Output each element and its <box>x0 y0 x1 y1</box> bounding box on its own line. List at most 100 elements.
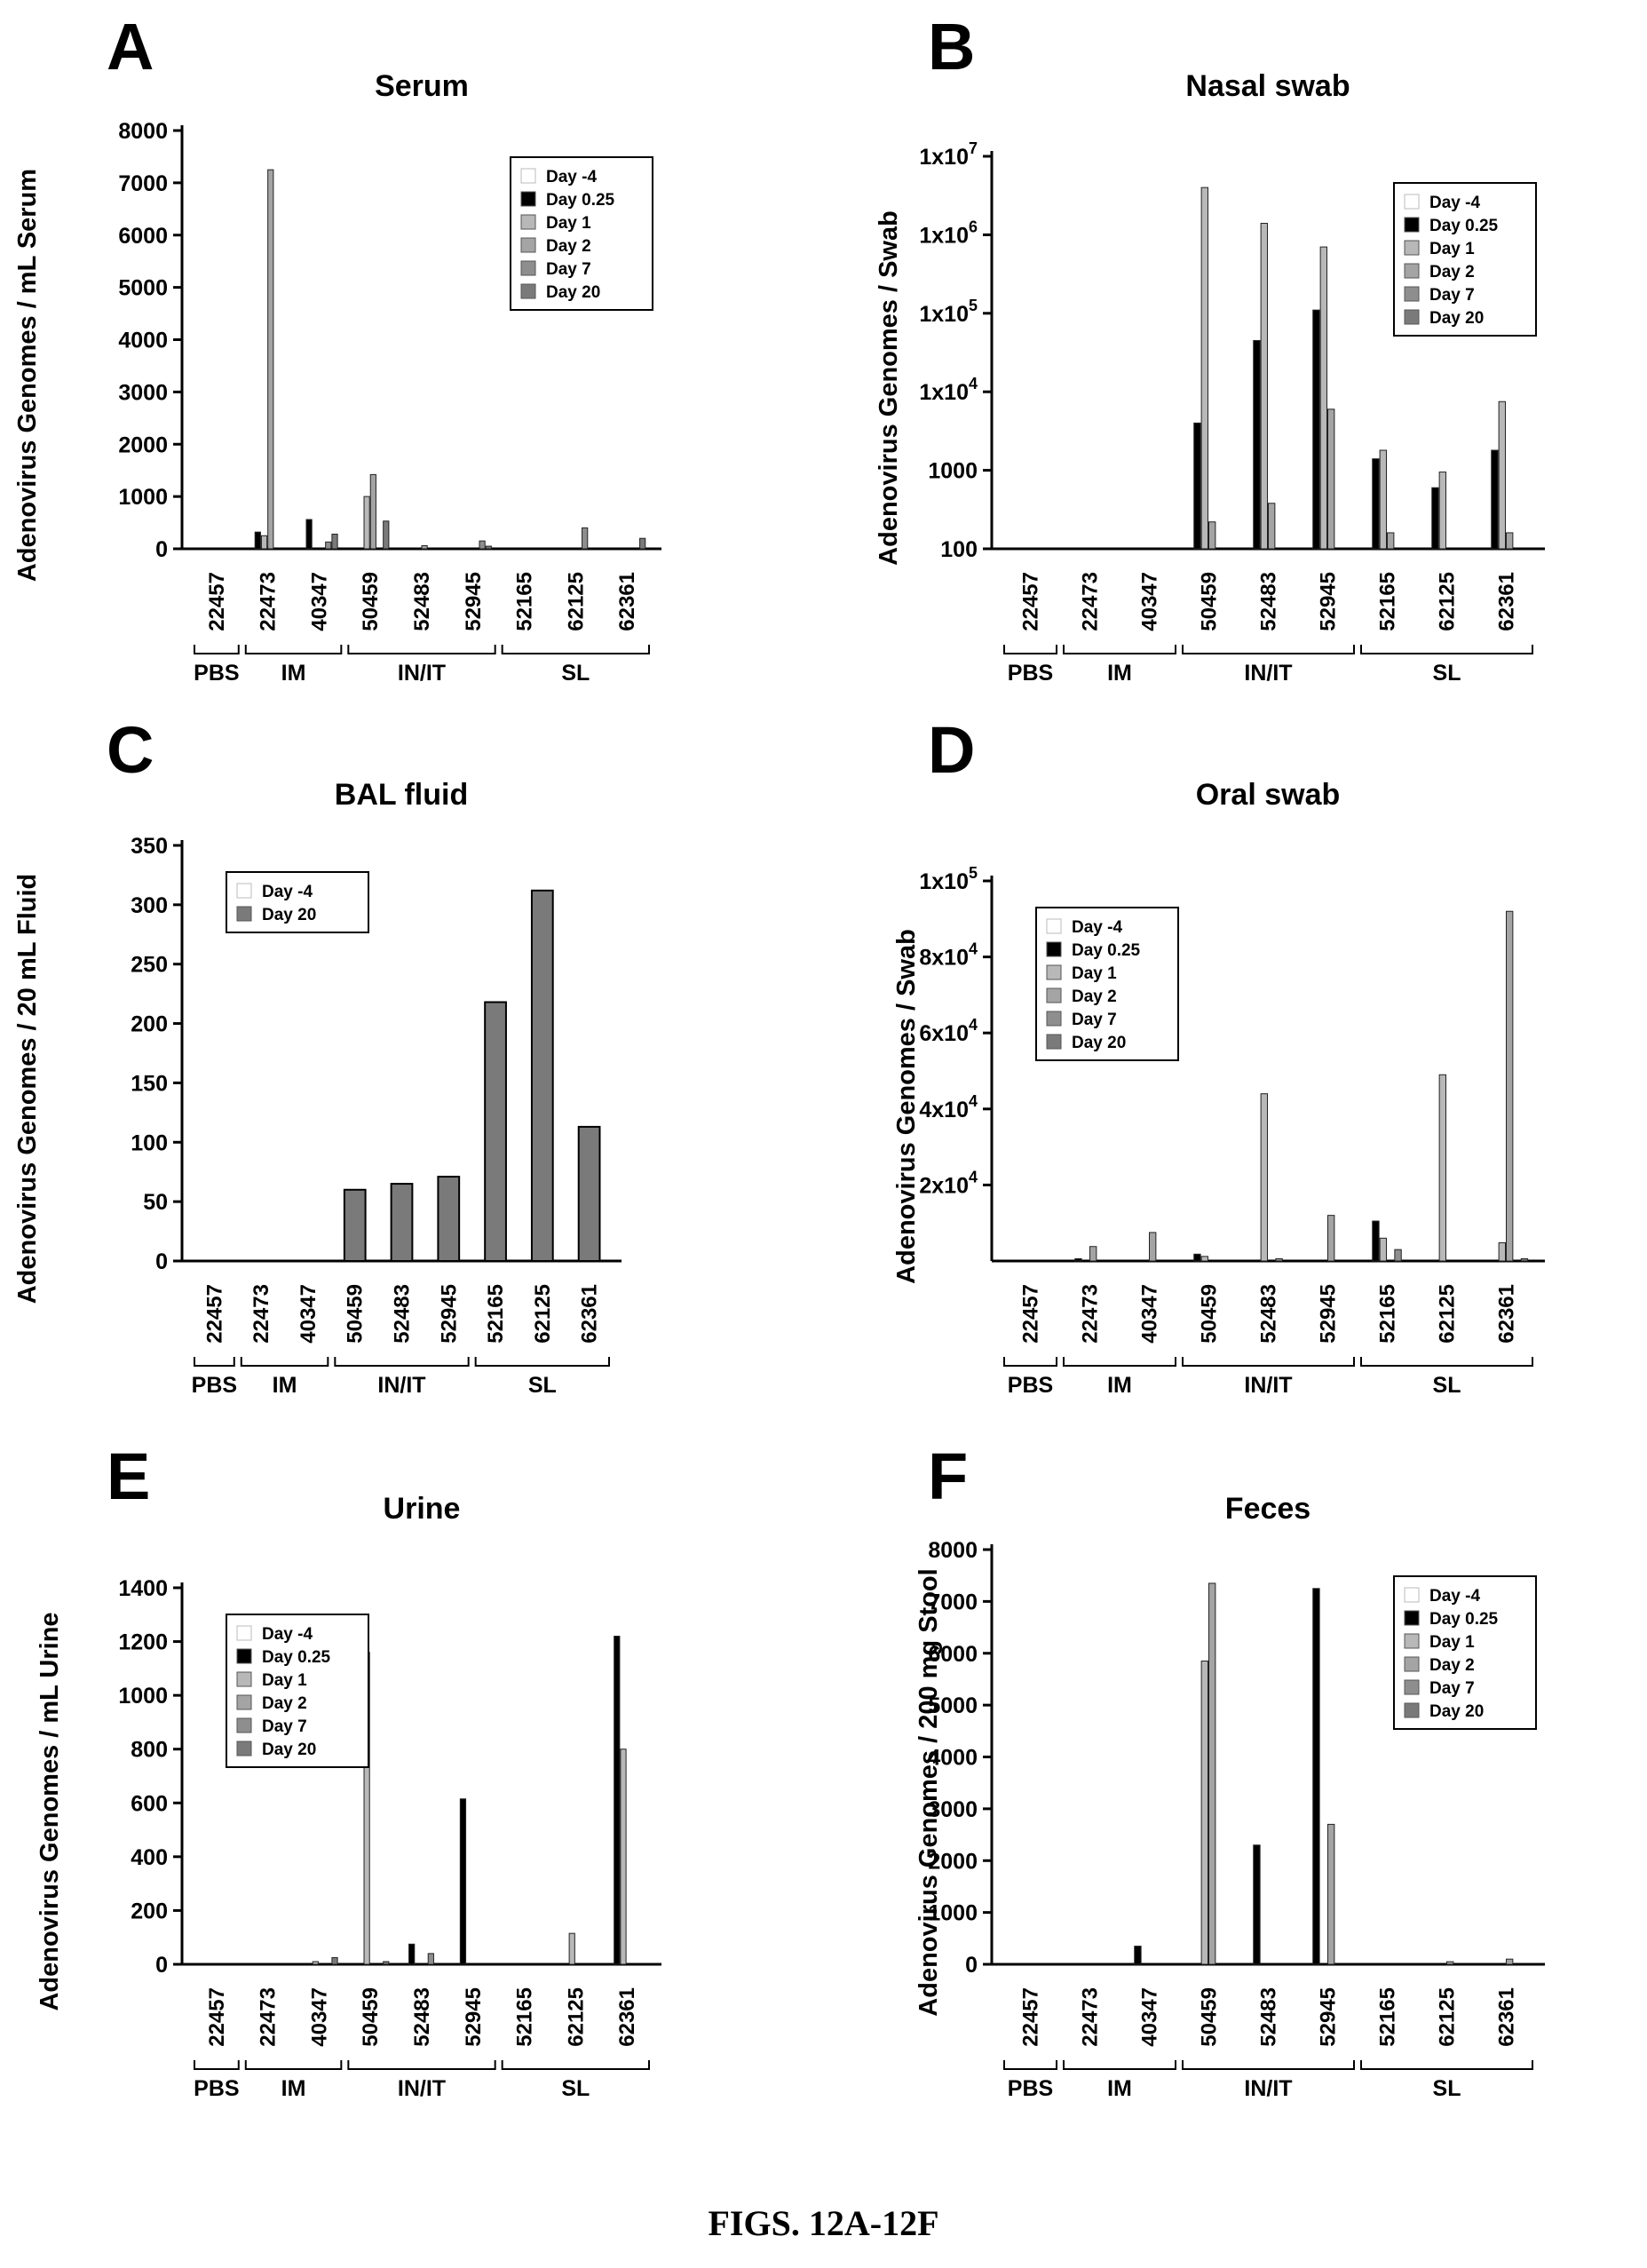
legend-label: Day 20 <box>1429 1702 1484 1721</box>
bar <box>1253 1844 1261 1965</box>
y-tick-label: 4000 <box>928 1746 978 1771</box>
legend-swatch <box>1404 1702 1420 1718</box>
x-tick-label: 62361 <box>1495 572 1519 631</box>
panel-letter: D <box>928 713 975 787</box>
legend-label: Day 20 <box>1072 1034 1126 1052</box>
y-tick-label: 1000 <box>118 1684 168 1709</box>
bar <box>383 520 390 550</box>
legend-swatch <box>520 237 536 253</box>
y-tick-label: 5000 <box>928 1693 978 1718</box>
bar <box>1506 1958 1514 1965</box>
group-label: IM <box>281 2076 306 2101</box>
x-tick-label: 62361 <box>578 1284 602 1344</box>
x-tick-label: 52483 <box>410 572 434 631</box>
x-tick-label: 52483 <box>1257 572 1281 631</box>
x-tick-label: 62125 <box>1436 572 1460 631</box>
x-tick-label: 62361 <box>615 572 639 631</box>
group-label: IM <box>1107 2076 1132 2101</box>
x-tick-label: 40347 <box>1138 1987 1162 2047</box>
legend-label: Day 1 <box>1429 240 1475 258</box>
legend-label: Day -4 <box>262 1625 313 1644</box>
group-label: SL <box>1433 1373 1461 1398</box>
legend-label: Day 20 <box>262 1741 316 1759</box>
chart-title: Serum <box>375 69 469 103</box>
legend-label: Day 1 <box>262 1671 307 1690</box>
y-tick-label: 50 <box>143 1190 168 1215</box>
group-bracket <box>347 2060 496 2070</box>
x-tick-label: 62125 <box>531 1284 555 1344</box>
legend-label: Day 7 <box>1429 1679 1475 1698</box>
x-tick-label: 22473 <box>249 1284 273 1344</box>
group-label: SL <box>561 661 590 686</box>
x-tick-label: 52945 <box>462 572 486 631</box>
legend-label: Day 0.25 <box>1429 1610 1499 1629</box>
y-tick-label: 150 <box>131 1071 168 1096</box>
y-tick-label-base: 1x10 <box>919 380 969 405</box>
legend: Day -4 Day 0.25 Day 1 Day 2 Day 7 Day 20 <box>510 156 653 311</box>
bar <box>1134 1946 1142 1965</box>
x-tick-label: 50459 <box>1198 1987 1222 2047</box>
group-label: IM <box>281 661 306 686</box>
y-tick-label-exponent: 4 <box>969 940 978 958</box>
x-tick-label: 52945 <box>462 1987 486 2047</box>
y-tick-label: 0 <box>155 537 168 562</box>
y-tick-label: 600 <box>131 1791 168 1816</box>
chart-title: BAL fluid <box>335 778 468 812</box>
legend-label: Day 2 <box>1429 1656 1475 1675</box>
group-bracket <box>1063 2060 1176 2070</box>
x-tick-label: 62125 <box>564 572 588 631</box>
bar <box>369 473 376 550</box>
bar <box>437 1176 461 1263</box>
panel-letter: A <box>107 10 154 83</box>
bar <box>1498 400 1506 550</box>
x-tick-label: 40347 <box>1138 572 1162 631</box>
y-tick-label-exponent: 5 <box>969 297 978 314</box>
x-tick-label: 52945 <box>1317 572 1341 631</box>
legend-swatch <box>236 1671 252 1687</box>
legend-label: Day 2 <box>262 1694 307 1713</box>
group-bracket <box>1182 1357 1355 1367</box>
x-tick-label: 22473 <box>257 572 281 631</box>
chart-panel-b: B Nasal swab Adenovirus Genomes / Swab 100 1… <box>875 10 1545 686</box>
bar <box>1208 1582 1216 1965</box>
y-tick-label-base: 1x10 <box>919 145 969 170</box>
x-tick-label: 52483 <box>1257 1284 1281 1344</box>
bar <box>421 544 428 550</box>
y-axis-label: Adenovirus Genomes / 200 mg Stool <box>915 1568 943 2016</box>
group-bracket <box>194 1357 235 1367</box>
legend-swatch <box>1046 964 1062 980</box>
bar <box>614 1636 621 1965</box>
legend-label: Day 1 <box>1072 964 1117 983</box>
legend-swatch <box>520 191 536 207</box>
bar <box>1253 339 1261 550</box>
chart-title: Urine <box>384 1492 461 1526</box>
bar <box>1506 910 1514 1262</box>
y-tick-label-base: 1x10 <box>919 223 969 248</box>
bar <box>312 1961 319 1965</box>
x-tick-label: 40347 <box>1138 1284 1162 1344</box>
legend-label: Day 1 <box>1429 1633 1475 1652</box>
legend-swatch <box>1404 263 1420 279</box>
bar <box>1200 1661 1208 1965</box>
bar <box>1275 1257 1283 1262</box>
legend: Day -4 Day 0.25 Day 1 Day 2 Day 7 Day 20 <box>1035 907 1179 1061</box>
y-tick-label-exponent: 6 <box>969 218 978 235</box>
x-tick-label: 22457 <box>1019 1284 1043 1344</box>
bar <box>1327 408 1335 550</box>
x-tick-label: 22457 <box>202 1284 226 1344</box>
x-tick-label: 52945 <box>437 1284 461 1344</box>
bar <box>568 1932 575 1965</box>
bar <box>1498 1241 1506 1262</box>
bar <box>260 535 268 550</box>
legend: Day -4 Day 0.25 Day 1 Day 2 Day 7 Day 20 <box>226 1614 369 1768</box>
group-label: PBS <box>1008 661 1053 686</box>
y-tick-label-exponent: 5 <box>969 864 978 882</box>
y-tick-label: 4x104 <box>919 1092 978 1122</box>
bar <box>485 545 492 550</box>
bar <box>459 1798 467 1965</box>
x-tick-label: 50459 <box>1198 572 1222 631</box>
bar <box>479 540 486 550</box>
group-bracket <box>1360 2060 1533 2070</box>
bar <box>1438 1074 1446 1262</box>
